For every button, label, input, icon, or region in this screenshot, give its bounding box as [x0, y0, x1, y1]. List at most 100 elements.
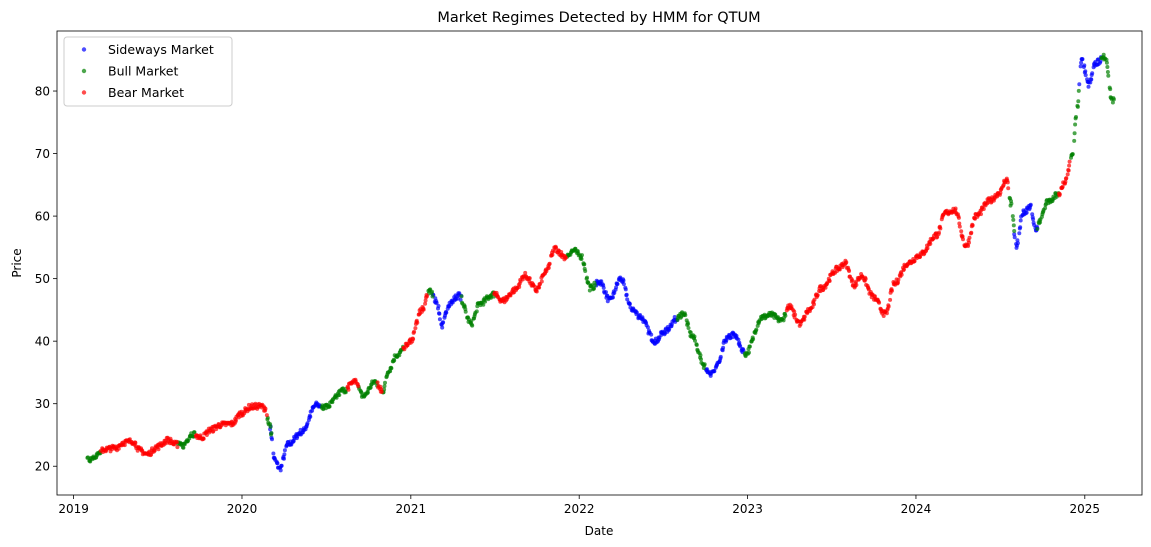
legend-label: Bear Market: [108, 85, 184, 100]
y-tick-label: 30: [35, 397, 50, 411]
y-tick-label: 50: [35, 272, 50, 286]
x-axis-ticks: 2019 2020 2021 2022 2023 2024 2025: [58, 495, 1100, 516]
data-point: [718, 354, 723, 359]
data-point: [582, 262, 587, 267]
data-point: [437, 311, 442, 316]
x-tick-label: 2020: [227, 502, 258, 516]
data-point: [1028, 202, 1033, 207]
data-point: [1111, 97, 1116, 102]
x-tick-label: 2023: [732, 502, 763, 516]
data-point: [305, 421, 310, 426]
data-point: [884, 311, 889, 316]
data-point: [282, 452, 287, 457]
data-point: [174, 440, 179, 445]
data-point: [837, 267, 842, 272]
data-point: [612, 290, 617, 295]
data-point: [583, 269, 588, 273]
x-tick-label: 2022: [564, 502, 595, 516]
data-point: [1105, 65, 1110, 69]
data-point: [888, 297, 893, 302]
data-point: [959, 229, 964, 234]
data-point: [1076, 99, 1081, 104]
data-point: [698, 353, 703, 358]
data-point: [1012, 232, 1017, 237]
data-point: [1072, 138, 1077, 143]
data-point: [234, 418, 238, 423]
data-point: [981, 207, 986, 211]
data-point: [625, 297, 630, 302]
data-point: [474, 309, 479, 314]
data-point: [1106, 73, 1111, 78]
data-point: [1060, 184, 1065, 189]
data-point: [181, 445, 186, 450]
data-point: [812, 297, 817, 302]
data-point: [585, 275, 589, 280]
data-point: [844, 260, 849, 265]
data-point: [686, 326, 691, 330]
data-point: [649, 332, 654, 337]
data-point: [278, 468, 283, 473]
data-point: [624, 292, 629, 297]
data-point: [967, 240, 971, 245]
data-point: [747, 350, 751, 355]
data-point: [890, 288, 894, 293]
data-point: [736, 337, 741, 342]
data-point: [279, 463, 284, 468]
data-point: [961, 237, 965, 242]
data-point: [392, 358, 397, 363]
data-point: [375, 380, 380, 385]
data-point: [912, 259, 917, 264]
data-point: [444, 310, 449, 315]
data-point: [337, 393, 342, 397]
data-point: [1076, 88, 1081, 93]
data-point: [802, 314, 807, 319]
data-point: [902, 267, 906, 272]
data-point: [614, 285, 619, 290]
data-point: [1012, 235, 1017, 240]
data-point: [937, 230, 941, 235]
data-point: [783, 313, 788, 318]
data-point: [1101, 52, 1106, 57]
data-point: [275, 461, 280, 466]
data-point: [201, 436, 206, 441]
data-point: [645, 325, 650, 330]
data-point: [440, 325, 445, 330]
data-point: [1038, 220, 1043, 225]
data-point: [881, 314, 886, 318]
data-point: [463, 309, 468, 314]
data-point: [430, 289, 434, 294]
data-point: [175, 445, 180, 450]
data-point: [413, 326, 418, 331]
data-point: [412, 329, 417, 334]
data-point: [579, 257, 584, 261]
data-point: [969, 230, 974, 235]
data-point: [327, 404, 332, 409]
data-point: [116, 446, 121, 451]
legend-box: [63, 36, 233, 107]
data-point: [815, 293, 820, 298]
data-point: [1098, 59, 1103, 64]
data-point: [886, 304, 891, 309]
data-point: [1070, 152, 1075, 157]
data-point: [702, 362, 707, 367]
x-axis-label: Date: [585, 524, 614, 538]
data-point: [925, 246, 930, 251]
data-point: [523, 270, 528, 275]
legend-marker: [81, 90, 87, 95]
data-point: [688, 330, 693, 335]
data-point: [122, 443, 127, 448]
data-point: [1074, 115, 1078, 119]
data-point: [979, 212, 983, 217]
data-point: [1080, 57, 1085, 62]
data-point: [601, 285, 606, 290]
data-point: [411, 337, 416, 342]
legend-label: Sideways Market: [108, 42, 214, 57]
y-tick-label: 60: [35, 209, 50, 223]
data-point: [1086, 84, 1091, 89]
data-point: [470, 323, 475, 328]
data-point: [437, 317, 442, 322]
data-point: [282, 448, 287, 453]
legend-label: Bull Market: [108, 64, 178, 79]
data-point: [1006, 186, 1011, 191]
data-point: [686, 322, 691, 326]
